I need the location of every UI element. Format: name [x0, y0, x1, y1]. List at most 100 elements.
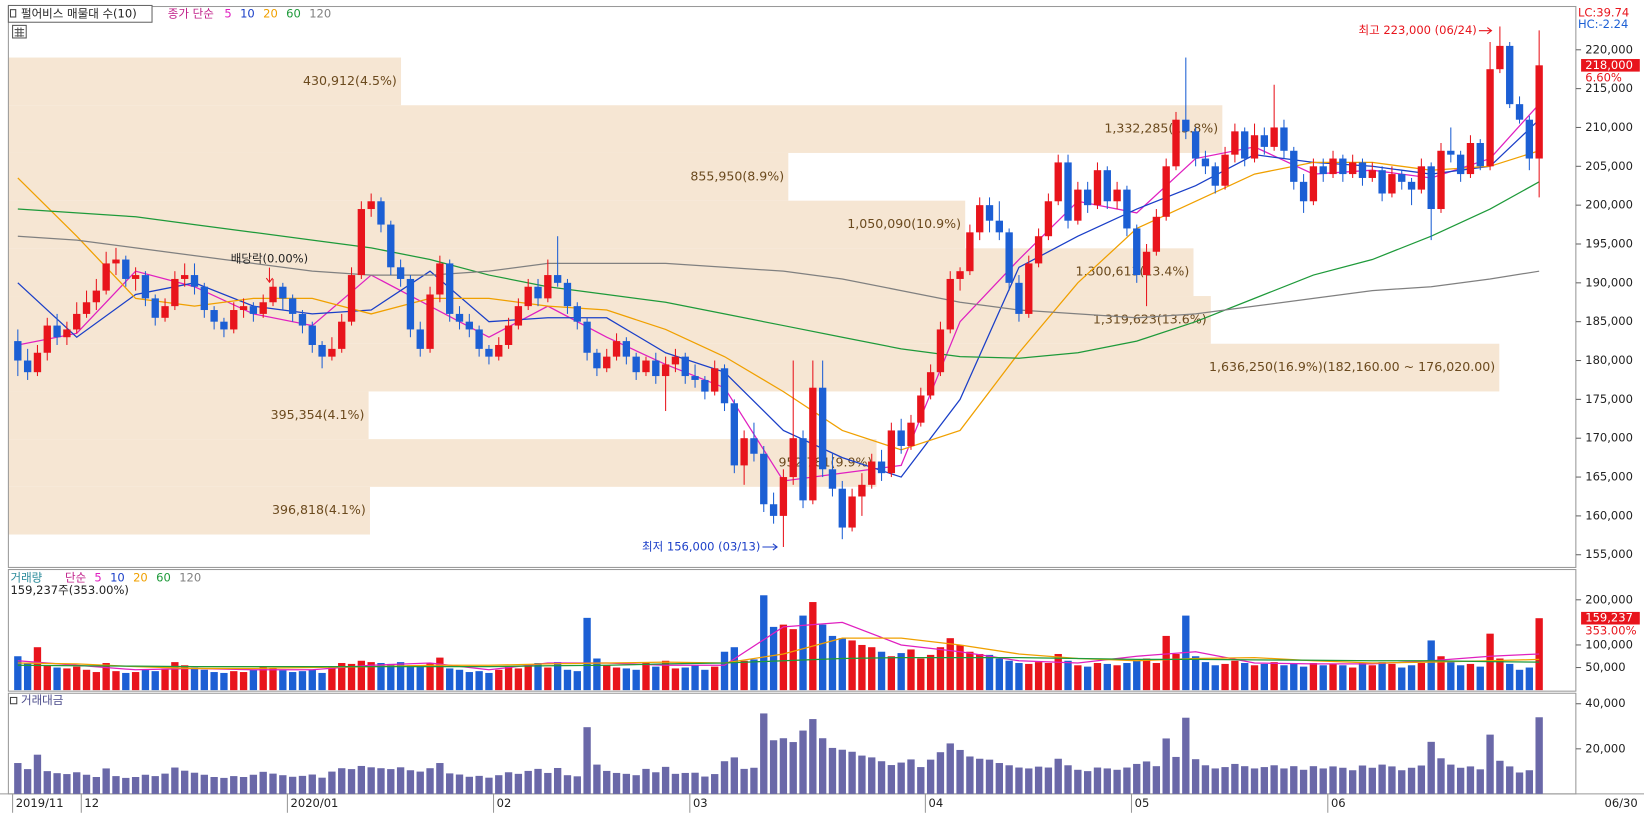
- volume-bar: [976, 653, 984, 691]
- value-bar: [1348, 770, 1357, 794]
- volume-bar: [858, 644, 866, 691]
- volume-bar: [789, 629, 797, 691]
- value-bar: [328, 771, 336, 794]
- volume-bar: [102, 663, 110, 691]
- legend-item: 10: [240, 6, 255, 20]
- volume-bar: [112, 671, 120, 691]
- volume-bar: [1044, 663, 1053, 691]
- volume-bar: [387, 663, 395, 691]
- value-bar: [259, 771, 267, 794]
- candle-body: [1054, 162, 1062, 202]
- volume-bar: [1348, 667, 1357, 691]
- value-bar: [818, 738, 827, 794]
- table-icon[interactable]: [12, 24, 27, 39]
- candle-body: [1241, 131, 1249, 159]
- volume-bar: [769, 626, 778, 691]
- candle-body: [1064, 162, 1072, 221]
- candle-body: [583, 321, 591, 353]
- candle-body: [269, 286, 277, 303]
- value-bar: [63, 774, 71, 794]
- volume-legend-title: 단순: [65, 570, 86, 584]
- volume-bar: [524, 665, 532, 691]
- volume-bar: [701, 669, 709, 691]
- candle-body: [249, 306, 258, 314]
- value-bar: [622, 773, 631, 794]
- candle-body: [504, 325, 513, 345]
- value-bar: [249, 774, 258, 794]
- candle-body: [1191, 131, 1200, 159]
- value-bar: [1191, 759, 1200, 794]
- volume-bar: [1142, 658, 1151, 691]
- volume-bar: [298, 671, 307, 691]
- volume-bar: [1260, 663, 1269, 691]
- volume-bar: [848, 640, 856, 691]
- value-bar: [642, 768, 650, 794]
- volume-bar: [171, 662, 179, 691]
- candle-body: [976, 205, 984, 233]
- candle-body: [475, 329, 483, 349]
- value-bar: [1417, 765, 1426, 794]
- profile-band: [8, 343, 1500, 392]
- value-bar: [583, 727, 591, 794]
- volume-bar: [33, 647, 42, 691]
- volume-bar: [220, 672, 228, 691]
- volume-bar: [553, 662, 562, 691]
- candle-body: [259, 302, 267, 314]
- candle-body: [1398, 174, 1406, 182]
- volume-bar: [1358, 663, 1367, 691]
- candle-body: [1034, 236, 1043, 264]
- value-bar: [1407, 767, 1416, 794]
- volume-bar: [239, 672, 248, 691]
- candle-body: [877, 461, 886, 474]
- volume-bar: [593, 658, 601, 691]
- volume-bar: [279, 670, 287, 691]
- volume-bar: [1211, 665, 1219, 691]
- volume-bar: [504, 666, 513, 691]
- value-bar: [298, 775, 307, 794]
- last-change: 6.60%: [1585, 70, 1622, 84]
- candle-body: [112, 259, 120, 264]
- volume-bar: [563, 669, 572, 691]
- candle-body: [239, 306, 248, 311]
- volume-bar: [436, 657, 444, 691]
- candle-body: [1525, 119, 1534, 159]
- candle-body: [779, 477, 788, 516]
- last-volume-box: [1581, 611, 1640, 625]
- value-bar: [1034, 766, 1043, 794]
- candle-body: [102, 263, 110, 291]
- profile-layer: [8, 57, 1500, 535]
- volume-bar: [1113, 665, 1121, 691]
- volume-bar: [711, 666, 719, 691]
- candle-body: [926, 372, 935, 396]
- candle-body: [288, 298, 297, 314]
- legend-item: 60: [156, 570, 171, 584]
- candle-body: [1221, 154, 1229, 186]
- volume-bar: [259, 666, 267, 691]
- candle-body: [995, 220, 1003, 233]
- volume-bar: [338, 663, 346, 691]
- volume-bar: [151, 671, 159, 691]
- volume-bar: [1162, 635, 1170, 691]
- x-end-label: 06/30: [1605, 796, 1638, 810]
- value-bar: [347, 769, 356, 794]
- candle-body: [1407, 181, 1416, 190]
- volume-bar: [1339, 665, 1347, 691]
- value-bar: [1211, 768, 1219, 794]
- value-title: 거래대금: [21, 693, 64, 707]
- candle-body: [328, 348, 336, 357]
- candle-body: [671, 356, 680, 365]
- volume-bar: [946, 638, 954, 691]
- value-bar: [1054, 758, 1062, 794]
- value-bar: [1319, 768, 1327, 794]
- value-bar: [485, 777, 493, 794]
- value-bar: [92, 777, 101, 794]
- volume-bar: [897, 653, 905, 691]
- value-icon: [9, 696, 18, 705]
- last-price-box: [1581, 59, 1640, 72]
- candle-body: [1290, 150, 1298, 182]
- value-bar: [1044, 767, 1053, 794]
- title-icon: [9, 9, 17, 18]
- candle-body: [171, 278, 179, 307]
- x-tick-label: 05: [1135, 796, 1150, 810]
- value-bar: [269, 773, 277, 794]
